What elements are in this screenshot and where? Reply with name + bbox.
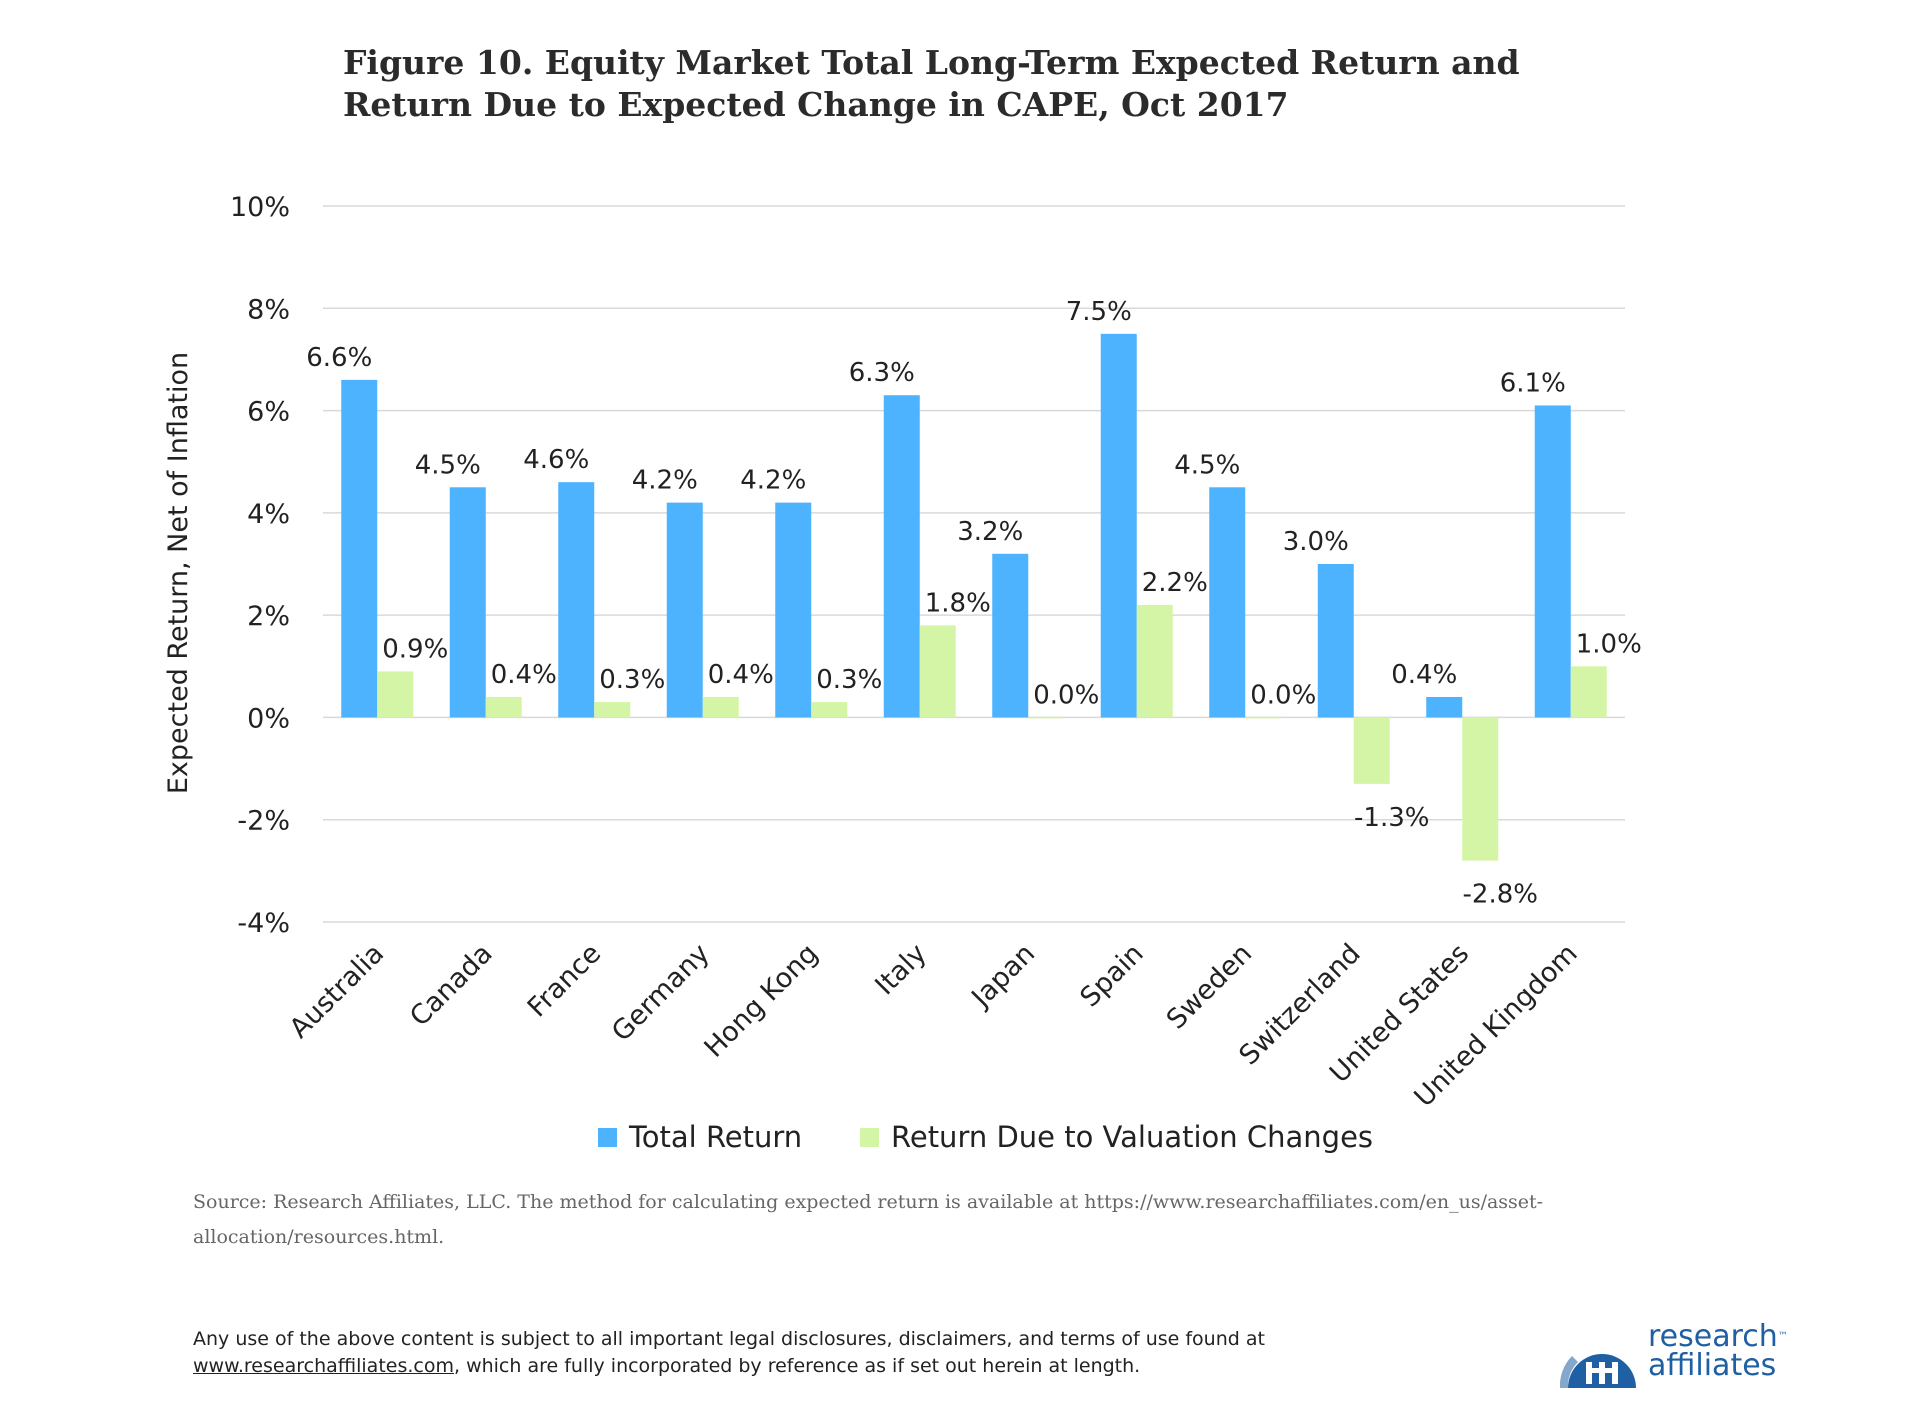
y-axis-label: Expected Return, Net of Inflation [163, 352, 194, 794]
legend-item-total-return: Total Return [598, 1120, 802, 1154]
data-label: 0.0% [1033, 680, 1099, 710]
bar-chart: 10% 8% 6% 4% 2% 0% -2% -4% 6.6% 0.9% 4.5% 0.4% 4.6%… [163, 192, 1642, 1113]
y-tick-label: 0% [247, 703, 290, 734]
bar-total-return [1100, 333, 1137, 718]
bar-total-return [449, 487, 486, 718]
logo-wordmark: research™ affiliates [1648, 1319, 1788, 1383]
data-label: 0.3% [599, 665, 665, 695]
bar-valuation-changes [1136, 604, 1173, 718]
disclaimer-line-1: Any use of the above content is subject … [193, 1328, 1265, 1350]
x-tick-label: Japan [965, 938, 1042, 1015]
x-tick-label: Hong Kong [698, 938, 824, 1064]
disclaimer-line-2: www.researchaffiliates.com, which are fu… [193, 1353, 1393, 1380]
disclaimer-link[interactable]: www.researchaffiliates.com [193, 1355, 454, 1377]
y-tick-label: 10% [230, 192, 290, 223]
data-label: 0.4% [491, 660, 557, 690]
data-label: 4.2% [740, 466, 806, 496]
bar-total-return [1317, 564, 1354, 718]
bar-valuation-changes [811, 702, 848, 718]
data-label: 4.5% [415, 450, 481, 480]
data-label: 4.5% [1174, 450, 1240, 480]
disclaimer-line-2-rest: , which are fully incorporated by refere… [453, 1355, 1141, 1377]
bar-total-return [883, 395, 920, 718]
logo-line-2: affiliates [1648, 1348, 1777, 1383]
source-line-2: allocation/resources.html. [193, 1226, 445, 1248]
bar-total-return [1426, 696, 1463, 718]
data-label: 0.0% [1250, 680, 1316, 710]
data-labels: 6.6% 0.9% 4.5% 0.4% 4.6% 0.3% 4.2% 0.4% 4.2% 0.3%… [306, 297, 1642, 910]
bar-valuation-changes [377, 671, 414, 718]
y-tick-label: 6% [247, 397, 290, 428]
data-label: 1.8% [925, 588, 991, 618]
y-tick-label: -2% [237, 806, 290, 837]
x-tick-label: Canada [404, 938, 499, 1033]
x-tick-label: France [522, 938, 607, 1023]
data-label: 0.4% [708, 660, 774, 690]
source-note: Source: Research Affiliates, LLC. The me… [193, 1185, 1753, 1255]
bar-total-return [1534, 405, 1571, 718]
chart-title-line-2: Return Due to Expected Change in CAPE, O… [343, 85, 1289, 124]
logo-line-1: research™ [1648, 1319, 1788, 1354]
bar-valuation-changes [485, 696, 522, 718]
chart-title-line-1: Figure 10. Equity Market Total Long-Term… [343, 43, 1520, 82]
grid-lines [323, 205, 1625, 923]
bar-valuation-changes [1353, 717, 1390, 784]
y-tick-label: -4% [237, 908, 290, 939]
bar-total-return [775, 502, 812, 718]
legend-label-total-return: Total Return [629, 1120, 803, 1154]
bar-valuation-changes [1028, 717, 1065, 719]
bar-valuation-changes [594, 702, 631, 718]
chart-legend: Total Return Return Due to Valuation Cha… [0, 1120, 1920, 1160]
y-tick-label: 2% [247, 601, 290, 632]
x-tick-label: Germany [606, 938, 716, 1048]
data-label: 7.5% [1066, 297, 1132, 327]
logo-trademark: ™ [1777, 1331, 1788, 1342]
logo-mark-icon [1560, 1354, 1636, 1388]
data-label: 2.2% [1142, 568, 1208, 598]
bar-valuation-changes [702, 696, 739, 718]
data-label: -2.8% [1463, 880, 1538, 910]
data-label: 3.0% [1283, 527, 1349, 557]
y-tick-label: 8% [247, 294, 290, 325]
data-label: 0.4% [1391, 660, 1457, 690]
x-tick-label: Sweden [1161, 938, 1258, 1035]
data-label: 6.1% [1500, 368, 1566, 398]
chart-title: Figure 10. Equity Market Total Long-Term… [343, 42, 1643, 126]
x-tick-label: Spain [1074, 938, 1149, 1013]
source-line-1: Source: Research Affiliates, LLC. The me… [193, 1191, 1544, 1213]
legend-label-valuation-changes: Return Due to Valuation Changes [891, 1120, 1374, 1154]
research-affiliates-logo: research™ affiliates [1560, 1318, 1790, 1388]
data-label: 4.2% [632, 466, 698, 496]
data-label: 6.6% [306, 343, 372, 373]
bar-total-return [1209, 487, 1246, 718]
legend-item-valuation-changes: Return Due to Valuation Changes [860, 1120, 1373, 1154]
bar-total-return [666, 502, 703, 718]
bar-valuation-changes [919, 625, 956, 718]
disclaimer: Any use of the above content is subject … [193, 1326, 1393, 1380]
data-label: -1.3% [1354, 803, 1429, 833]
legend-swatch-valuation-changes [860, 1127, 879, 1147]
data-label: 3.2% [957, 517, 1023, 547]
bar-valuation-changes [1462, 717, 1499, 861]
bar-valuation-changes [1245, 717, 1282, 719]
logo-line-1-text: research [1648, 1319, 1778, 1354]
x-tick-label: Italy [869, 938, 932, 1001]
legend-swatch-total-return [598, 1127, 617, 1147]
data-label: 0.3% [816, 665, 882, 695]
x-tick-label: Australia [284, 938, 390, 1044]
bars [341, 333, 1607, 861]
y-tick-label: 4% [247, 499, 290, 530]
bar-valuation-changes [1570, 666, 1607, 718]
bar-total-return [558, 482, 595, 718]
y-axis-ticks: 10% 8% 6% 4% 2% 0% -2% -4% [230, 192, 290, 939]
bar-total-return [992, 553, 1029, 718]
data-label: 1.0% [1576, 629, 1642, 659]
data-label: 4.6% [523, 445, 589, 475]
bar-total-return [341, 379, 378, 718]
data-label: 0.9% [382, 634, 448, 664]
data-label: 6.3% [849, 358, 915, 388]
